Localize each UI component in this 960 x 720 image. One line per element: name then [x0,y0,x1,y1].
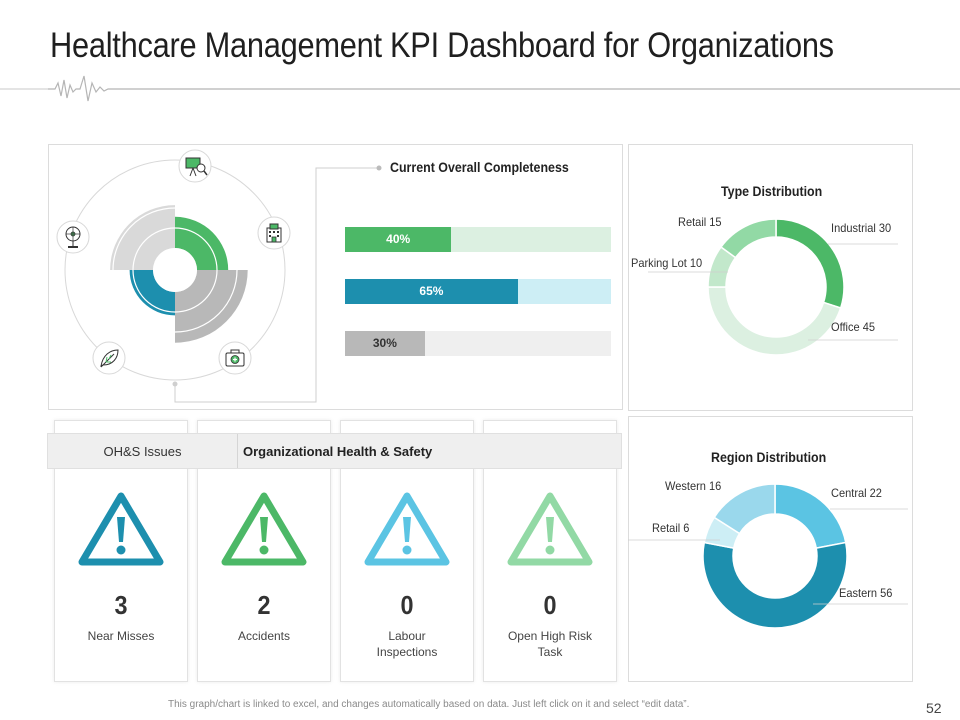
hospital-icon [257,216,291,250]
rose-slice-3 [129,270,175,316]
fan-icon [56,220,90,254]
presentation-icon [178,149,212,183]
progress-bar-fill [345,227,452,252]
kpi-value-accidents: 2 [257,590,271,620]
region-distribution-panel [628,416,913,682]
rose-outer-ring [64,159,286,381]
kpi-label-line: Inspections [376,645,438,659]
rose-slice-2 [175,270,248,343]
kpi-label-open-high-risk-task: Open High Risk Task [483,628,617,660]
page-title: Healthcare Management KPI Dashboard for … [50,26,834,65]
progress-bar-track: 65% [345,279,611,304]
rose-grid-ring [132,227,218,313]
warning-icon [78,492,164,566]
progress-bar-fill [345,279,518,304]
warning-icon [507,492,593,566]
ohs-heading: Organizational Health & Safety [243,444,433,459]
donut-slice-eastern [702,541,848,629]
progress-bar-label: 40% [386,232,411,246]
warning-icon [364,492,450,566]
kpi-label-line: Near Misses [87,629,155,643]
leaf-icon [92,341,126,375]
region-distribution-title: Region Distribution [711,450,827,465]
connector-dot [172,381,178,387]
completeness-title: Current Overall Completeness [390,160,569,175]
progress-bar-track: 40% [345,227,611,252]
type-distribution-panel [628,144,913,411]
kpi-label-accidents: Accidents [197,628,331,644]
heartbeat-line-icon [0,75,960,102]
slice-label-retail: Retail 15 [678,215,722,229]
footer-note: This graph/chart is linked to excel, and… [168,699,690,710]
warning-icon [221,492,307,566]
kpi-label-near-misses: Near Misses [54,628,188,644]
completeness-rose-chart [56,149,382,403]
type-distribution-donut [648,218,898,356]
connector-line [174,167,378,403]
kpi-label-labour-inspections: Labour Inspections [340,628,474,660]
slice-label-industrial: Industrial 30 [831,221,892,235]
kpi-value-labour-inspections: 0 [400,590,414,620]
progress-bar-track: 30% [345,331,611,356]
kpi-value-near-misses: 3 [114,590,128,620]
rose-slice-4 [110,205,175,270]
page-number: 52 [926,700,942,716]
donut-slice-western [713,483,776,535]
type-distribution-title: Type Distribution [721,184,823,199]
region-distribution-donut [628,483,908,629]
rose-center-hole [153,248,197,292]
slice-label-western: Western 16 [665,479,722,493]
rose-grid-ring [112,207,238,333]
progress-bar-label: 30% [372,336,397,350]
connector-dot [376,165,382,171]
slice-label-retail-region: Retail 6 [652,521,690,535]
progress-bar-label: 65% [419,284,444,298]
ohs-issues-tab[interactable]: OH&S Issues [48,434,238,468]
kpi-label-line: Open High Risk [507,629,593,643]
donut-slice-retail [719,218,777,259]
ohs-banner: OH&S Issues Organizational Health & Safe… [47,433,622,469]
donut-slice-office [707,286,842,356]
slice-label-central: Central 22 [831,486,882,500]
slice-label-parking-lot: Parking Lot 10 [631,256,703,270]
progress-bar-fill [345,331,425,356]
kpi-label-line: Labour [388,629,426,643]
kpi-label-line: Task [537,645,563,659]
slice-label-eastern: Eastern 56 [839,586,893,600]
slice-label-office: Office 45 [831,320,875,334]
kpi-label-line: Accidents [237,629,291,643]
first-aid-kit-icon [218,341,252,375]
kpi-value-open-high-risk-task: 0 [543,590,557,620]
